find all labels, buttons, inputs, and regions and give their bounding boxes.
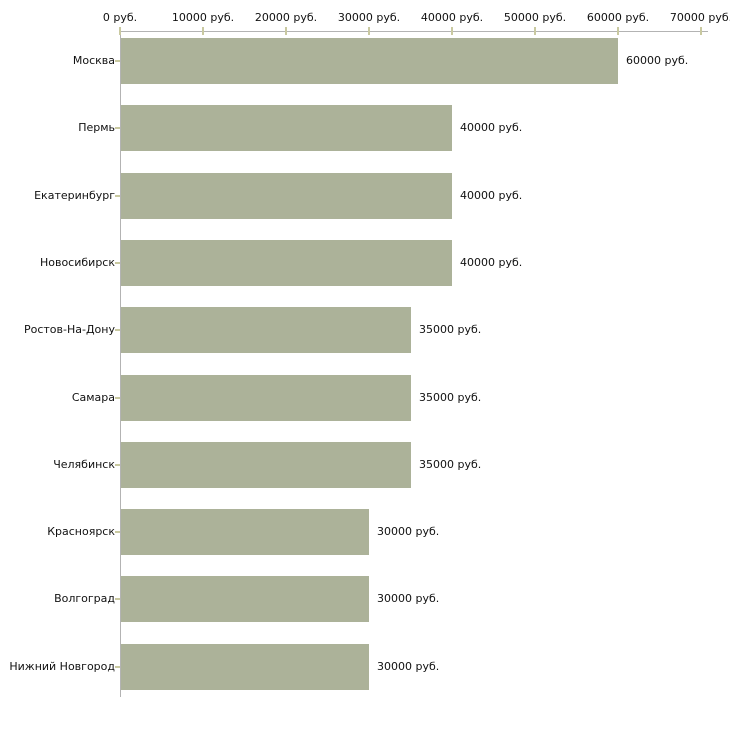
bar — [121, 240, 452, 286]
bar — [121, 375, 411, 421]
y-tick-mark — [115, 127, 120, 129]
bar — [121, 644, 369, 690]
x-tick-mark — [285, 27, 287, 35]
category-label: Нижний Новгород — [9, 660, 115, 673]
category-label: Пермь — [78, 121, 115, 134]
x-tick-label: 60000 руб. — [586, 11, 650, 24]
value-label: 35000 руб. — [419, 458, 482, 471]
y-axis-line — [120, 31, 121, 697]
x-tick-mark — [700, 27, 702, 35]
value-label: 40000 руб. — [460, 189, 523, 202]
x-axis-line — [120, 31, 708, 32]
category-label: Екатеринбург — [34, 189, 115, 202]
category-label: Красноярск — [47, 525, 115, 538]
y-tick-mark — [115, 195, 120, 197]
x-tick-mark — [534, 27, 536, 35]
value-label: 40000 руб. — [460, 121, 523, 134]
x-tick-mark — [617, 27, 619, 35]
category-label: Москва — [72, 54, 115, 67]
bar — [121, 307, 411, 353]
category-label: Челябинск — [53, 458, 115, 471]
y-tick-mark — [115, 464, 120, 466]
x-tick-label: 50000 руб. — [503, 11, 567, 24]
y-tick-mark — [115, 262, 120, 264]
value-label: 60000 руб. — [626, 54, 689, 67]
x-tick-mark — [451, 27, 453, 35]
value-label: 30000 руб. — [377, 525, 440, 538]
y-tick-mark — [115, 666, 120, 668]
bar — [121, 442, 411, 488]
bar — [121, 38, 618, 84]
bar — [121, 173, 452, 219]
category-label: Самара — [71, 391, 115, 404]
y-tick-mark — [115, 531, 120, 533]
y-tick-mark — [115, 598, 120, 600]
x-tick-mark — [202, 27, 204, 35]
bar — [121, 576, 369, 622]
y-tick-mark — [115, 397, 120, 399]
value-label: 40000 руб. — [460, 256, 523, 269]
x-tick-label: 30000 руб. — [337, 11, 401, 24]
value-label: 30000 руб. — [377, 660, 440, 673]
x-tick-label: 20000 руб. — [254, 11, 318, 24]
x-tick-mark — [119, 27, 121, 35]
category-label: Новосибирск — [39, 256, 115, 269]
y-tick-mark — [115, 60, 120, 62]
x-tick-mark — [368, 27, 370, 35]
value-label: 35000 руб. — [419, 323, 482, 336]
value-label: 35000 руб. — [419, 391, 482, 404]
y-tick-mark — [115, 329, 120, 331]
x-tick-label: 10000 руб. — [171, 11, 235, 24]
bar — [121, 509, 369, 555]
x-tick-label: 40000 руб. — [420, 11, 484, 24]
category-label: Ростов-На-Дону — [23, 323, 115, 336]
value-label: 30000 руб. — [377, 592, 440, 605]
bar — [121, 105, 452, 151]
category-label: Волгоград — [54, 592, 115, 605]
x-tick-label: 70000 руб. — [669, 11, 730, 24]
x-tick-label: 0 руб. — [102, 11, 138, 24]
